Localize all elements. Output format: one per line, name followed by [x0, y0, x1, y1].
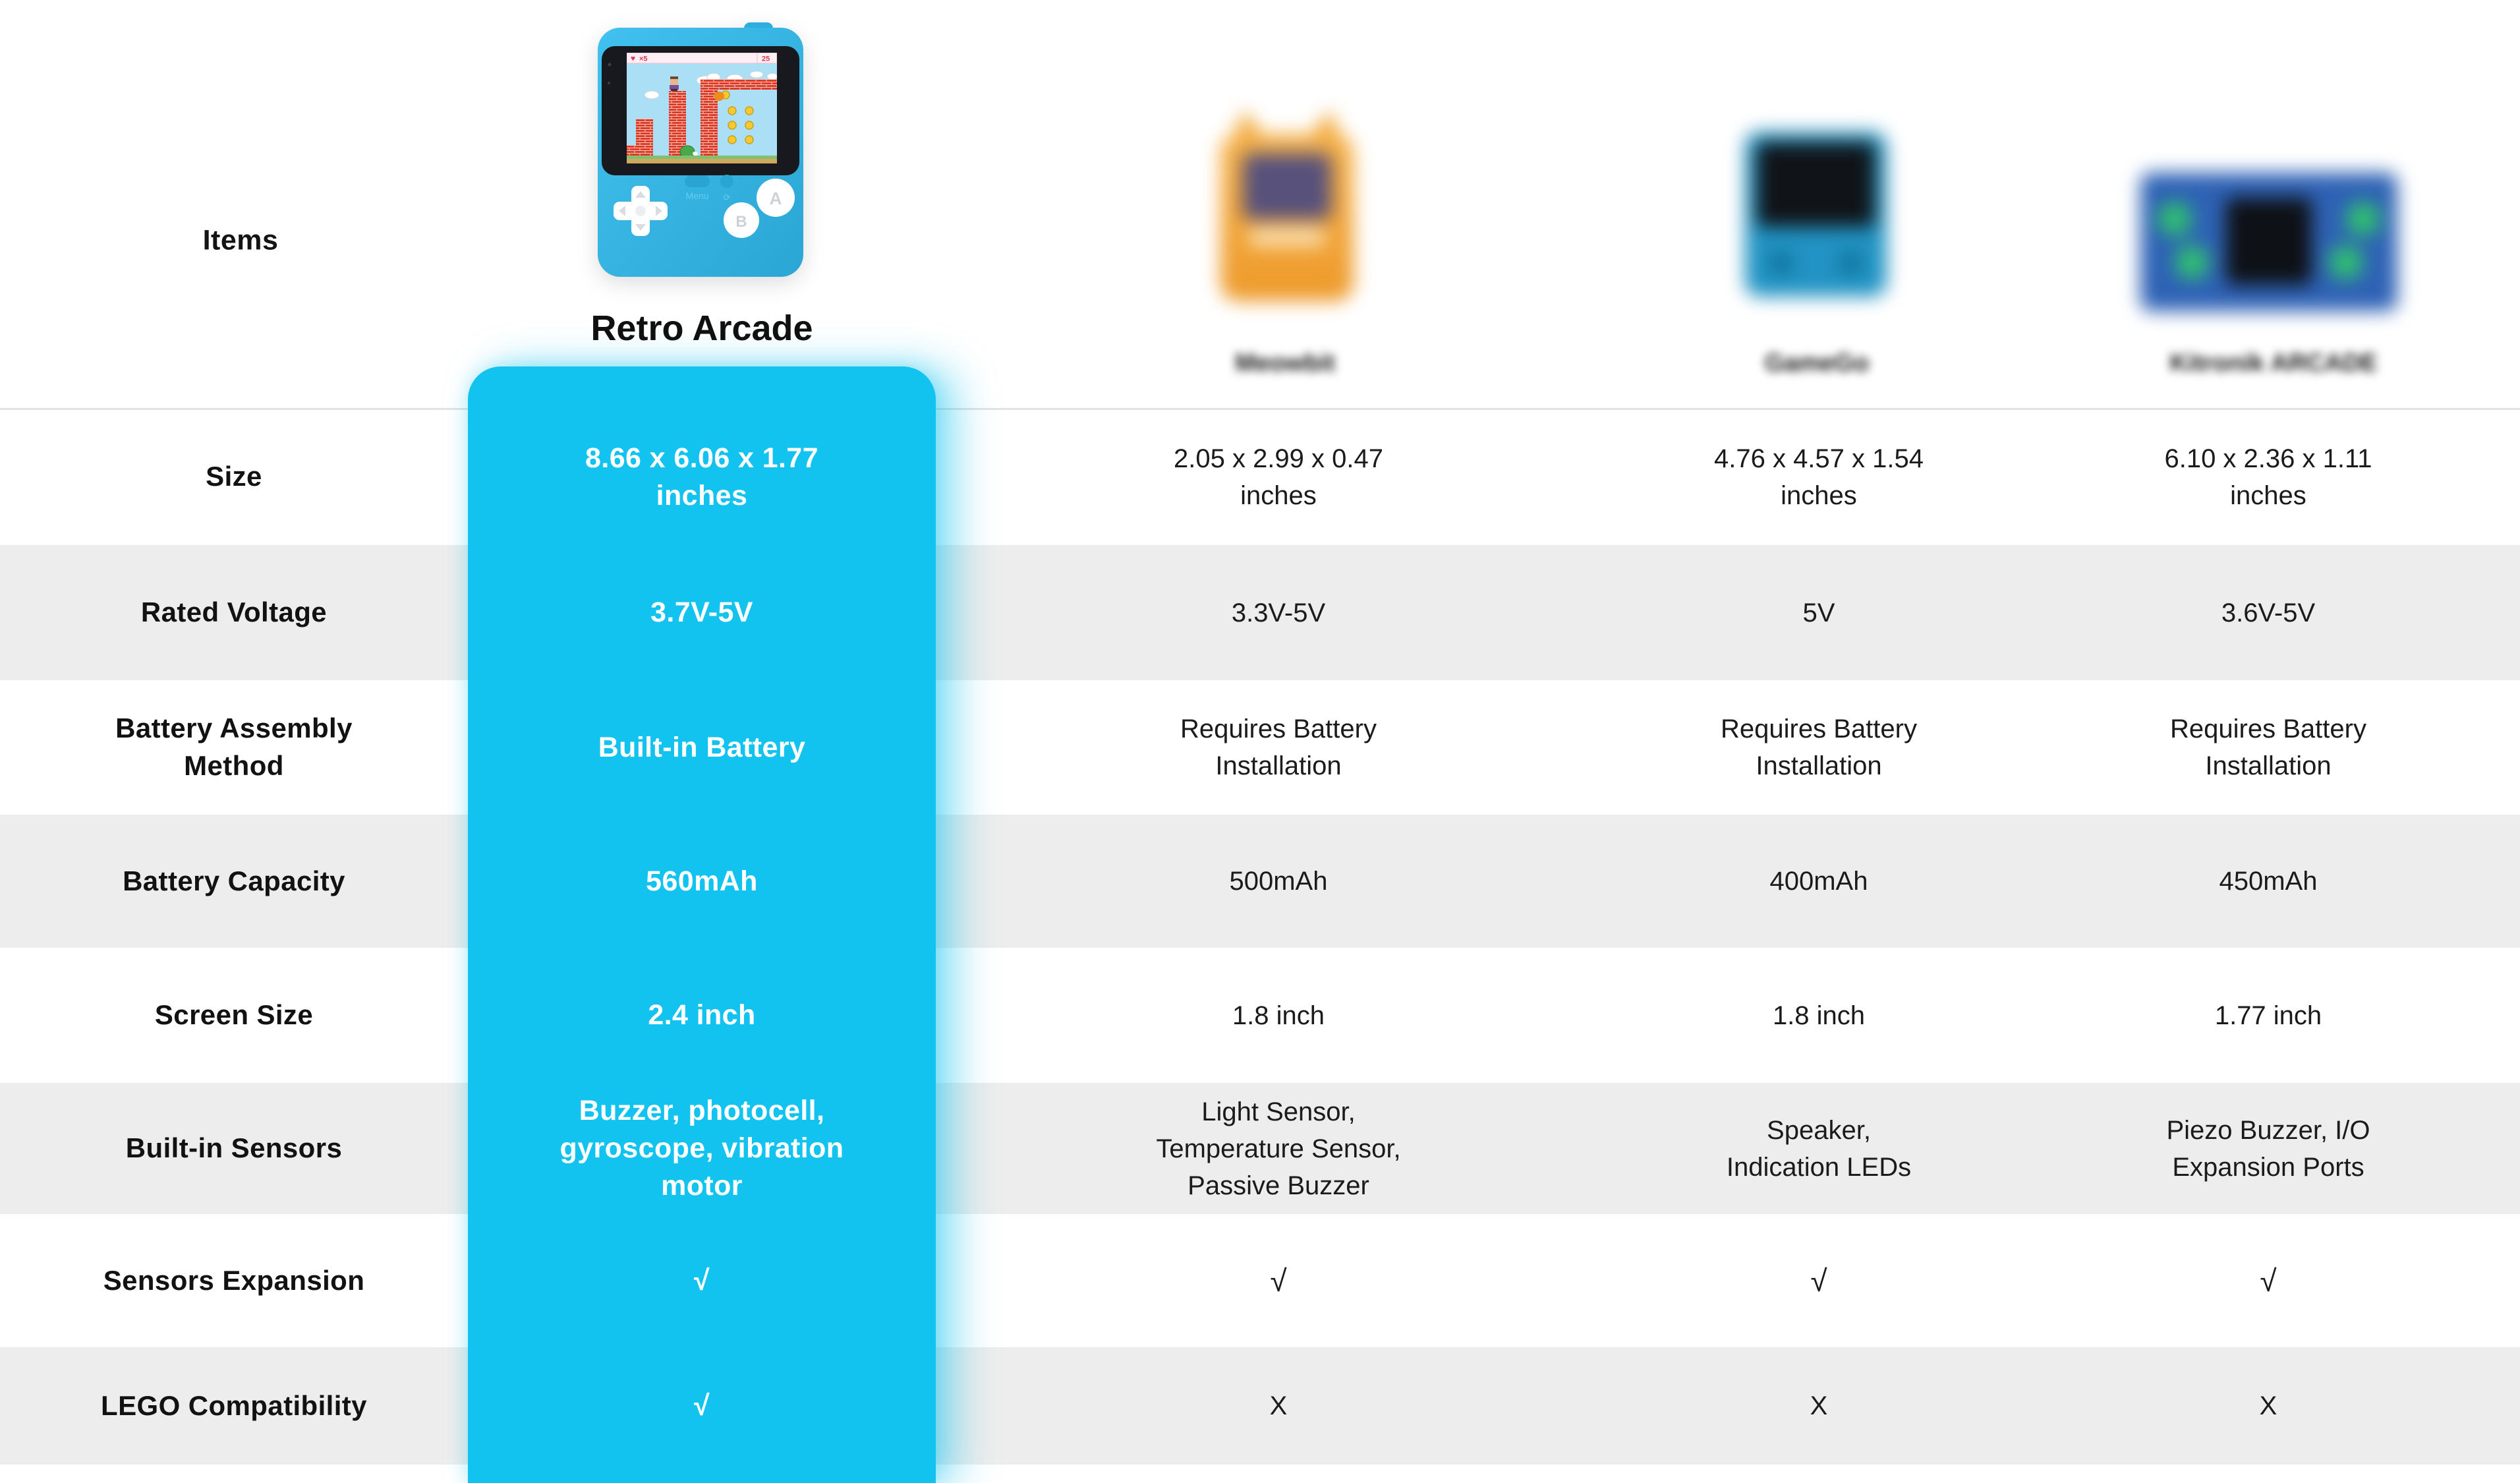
cell-expansion-meowbit: √	[1270, 1263, 1287, 1298]
cell-size-kitronik: 6.10 x 2.36 x 1.11 inches	[2164, 444, 2372, 510]
refresh-icon: ⟳	[724, 192, 731, 202]
handheld-console-illustration: ♥ ×5 25 Menu ⟳ A B	[598, 22, 803, 277]
heart-icon: ♥	[631, 54, 635, 63]
cell-assembly-retro: Built-in Battery	[598, 731, 806, 763]
dpad-icon	[614, 186, 668, 236]
cell-voltage-kitronik: 3.6V-5V	[2221, 598, 2316, 627]
button-a	[757, 179, 795, 217]
menu-button	[685, 175, 710, 187]
cell-sensors-meowbit: Light Sensor, Temperature Sensor, Passiv…	[1156, 1097, 1401, 1200]
row-label-built-in-sensors: Built-in Sensors	[125, 1132, 343, 1164]
cell-size-gamego: 4.76 x 4.57 x 1.54 inches	[1713, 444, 1924, 510]
meowbit-product-image	[1211, 106, 1363, 306]
gamego-product-image	[1745, 132, 1887, 297]
button-b-label: B	[735, 213, 747, 231]
comparison-grid: Size 8.66 x 6.06 x 1.77 inches 2.05 x 2.…	[0, 409, 2520, 1465]
score-counter: 25	[762, 55, 770, 63]
cell-capacity-kitronik: 450mAh	[2219, 867, 2318, 896]
cell-sensors-retro: Buzzer, photocell, gyroscope, vibration …	[559, 1095, 844, 1202]
cell-voltage-retro: 3.7V-5V	[650, 596, 753, 629]
product-name-gamego: GameGo	[1764, 349, 1870, 377]
header-divider	[0, 408, 2520, 410]
cell-expansion-kitronik: √	[2260, 1263, 2277, 1298]
cell-assembly-meowbit: Requires Battery Installation	[1180, 714, 1377, 780]
cell-expansion-retro: √	[694, 1264, 710, 1296]
cell-screen-retro: 2.4 inch	[648, 999, 756, 1032]
cell-capacity-meowbit: 500mAh	[1229, 867, 1328, 896]
cell-screen-kitronik: 1.77 inch	[2214, 1001, 2322, 1030]
row-label-sensors-expansion: Sensors Expansion	[103, 1264, 365, 1296]
cell-lego-kitronik: X	[2259, 1391, 2277, 1420]
cell-screen-meowbit: 1.8 inch	[1232, 1001, 1325, 1030]
cell-capacity-retro: 560mAh	[646, 865, 758, 897]
items-column-header: Items	[202, 224, 279, 256]
highlight-column-panel	[468, 366, 936, 1483]
row-label-screen-size: Screen Size	[154, 999, 314, 1031]
cell-lego-gamego: X	[1810, 1391, 1828, 1420]
product-name-retro-arcade: Retro Arcade	[590, 308, 813, 348]
button-a-label: A	[770, 189, 782, 208]
row-stripe	[0, 545, 2520, 680]
cell-voltage-gamego: 5V	[1802, 598, 1835, 627]
cell-lego-meowbit: X	[1269, 1391, 1288, 1420]
cell-expansion-gamego: √	[1810, 1263, 1827, 1298]
row-stripe	[0, 1083, 2520, 1214]
player-sprite	[670, 76, 679, 91]
coin-icons	[721, 90, 754, 144]
row-stripe	[0, 815, 2520, 948]
select-button	[720, 175, 733, 188]
row-stripe	[0, 1347, 2520, 1465]
row-label-battery-assembly: Battery Assembly Method	[115, 712, 353, 781]
cell-size-meowbit: 2.05 x 2.99 x 0.47 inches	[1173, 444, 1383, 510]
product-name-meowbit: Meowbit	[1235, 349, 1335, 377]
game-screen: ♥ ×5 25	[627, 53, 777, 163]
row-label-battery-capacity: Battery Capacity	[123, 865, 345, 896]
kitronik-product-image	[2140, 173, 2397, 311]
cell-sensors-gamego: Speaker, Indication LEDs	[1726, 1115, 1912, 1182]
cell-sensors-kitronik: Piezo Buzzer, I/O Expansion Ports	[2166, 1115, 2370, 1182]
product-name-kitronik: Kitronik ARCADE	[2169, 349, 2378, 377]
cell-capacity-gamego: 400mAh	[1769, 867, 1868, 896]
cell-voltage-meowbit: 3.3V-5V	[1231, 598, 1326, 627]
row-label-rated-voltage: Rated Voltage	[140, 596, 328, 628]
row-label-size: Size	[206, 461, 262, 492]
cell-screen-gamego: 1.8 inch	[1772, 1001, 1866, 1030]
cell-assembly-gamego: Requires Battery Installation	[1721, 714, 1917, 780]
row-label-lego-compatibility: LEGO Compatibility	[101, 1389, 367, 1421]
enemy-sprite	[714, 92, 724, 101]
lives-counter: ×5	[639, 55, 648, 63]
cell-size-retro: 8.66 x 6.06 x 1.77 inches	[585, 442, 818, 511]
cell-lego-retro: √	[694, 1389, 710, 1422]
button-b	[724, 202, 759, 238]
menu-button-label: Menu	[685, 190, 708, 201]
cell-assembly-kitronik: Requires Battery Installation	[2170, 714, 2366, 780]
retro-arcade-product-image: ♥ ×5 25 Menu ⟳ A B	[595, 9, 806, 281]
